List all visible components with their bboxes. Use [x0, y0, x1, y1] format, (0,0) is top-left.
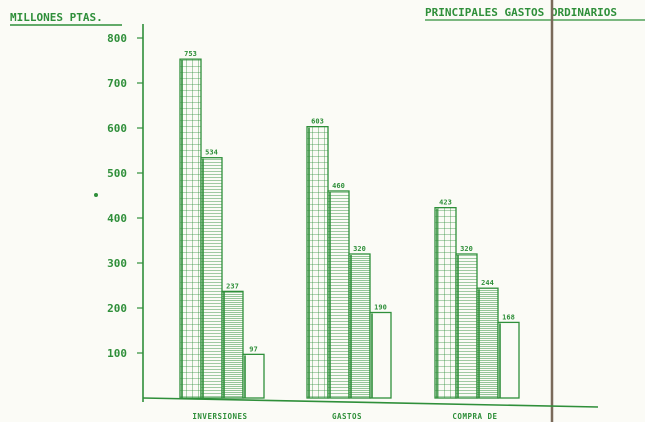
bar — [200, 157, 223, 399]
bar-data-label: 460 — [332, 182, 345, 190]
bar — [497, 321, 520, 399]
category-label: GASTOS — [332, 412, 362, 421]
y-tick-label: 700 — [107, 77, 127, 90]
y-tick-label: 200 — [107, 302, 127, 315]
bar-data-label: 168 — [502, 313, 515, 321]
category-labels: INVERSIONES GASTOS COMPRA DE — [192, 412, 497, 421]
bar — [369, 311, 392, 399]
y-tick-label: 100 — [107, 347, 127, 360]
bar-labels: 753 534 237 97 603 460 320 190 423 320 244 168 — [184, 50, 515, 353]
y-tick-label: 800 — [107, 32, 127, 45]
bar-data-label: 753 — [184, 50, 197, 58]
bar-data-label: 603 — [311, 118, 324, 126]
ink-dot — [94, 193, 98, 197]
y-ticks: 100 200 300 400 500 600 700 800 — [107, 32, 143, 360]
bar-data-label: 97 — [249, 345, 257, 353]
bar-data-label: 190 — [374, 304, 387, 312]
units-label: MILLONES PTAS. — [10, 11, 103, 24]
category-label: INVERSIONES — [192, 412, 247, 421]
y-tick-label: 500 — [107, 167, 127, 180]
bar-data-label: 534 — [205, 149, 218, 157]
bar — [348, 253, 371, 399]
bars — [179, 58, 520, 399]
bar-data-label: 237 — [226, 282, 239, 290]
chart-title: PRINCIPALES GASTOS ORDINARIOS — [425, 6, 617, 19]
bar — [455, 253, 478, 399]
bar — [306, 126, 329, 399]
bar — [476, 287, 499, 399]
bar-data-label: 320 — [353, 245, 366, 253]
bar — [327, 190, 350, 399]
bar — [434, 206, 457, 399]
y-tick-label: 400 — [107, 212, 127, 225]
y-tick-label: 300 — [107, 257, 127, 270]
bar-data-label: 244 — [481, 279, 494, 287]
bar-data-label: 423 — [439, 199, 452, 207]
bar — [242, 353, 265, 399]
category-label: COMPRA DE — [452, 412, 497, 421]
bar — [221, 290, 244, 399]
bar — [179, 58, 202, 399]
x-axis — [142, 397, 599, 408]
bar-data-label: 320 — [460, 245, 473, 253]
y-tick-label: 600 — [107, 122, 127, 135]
